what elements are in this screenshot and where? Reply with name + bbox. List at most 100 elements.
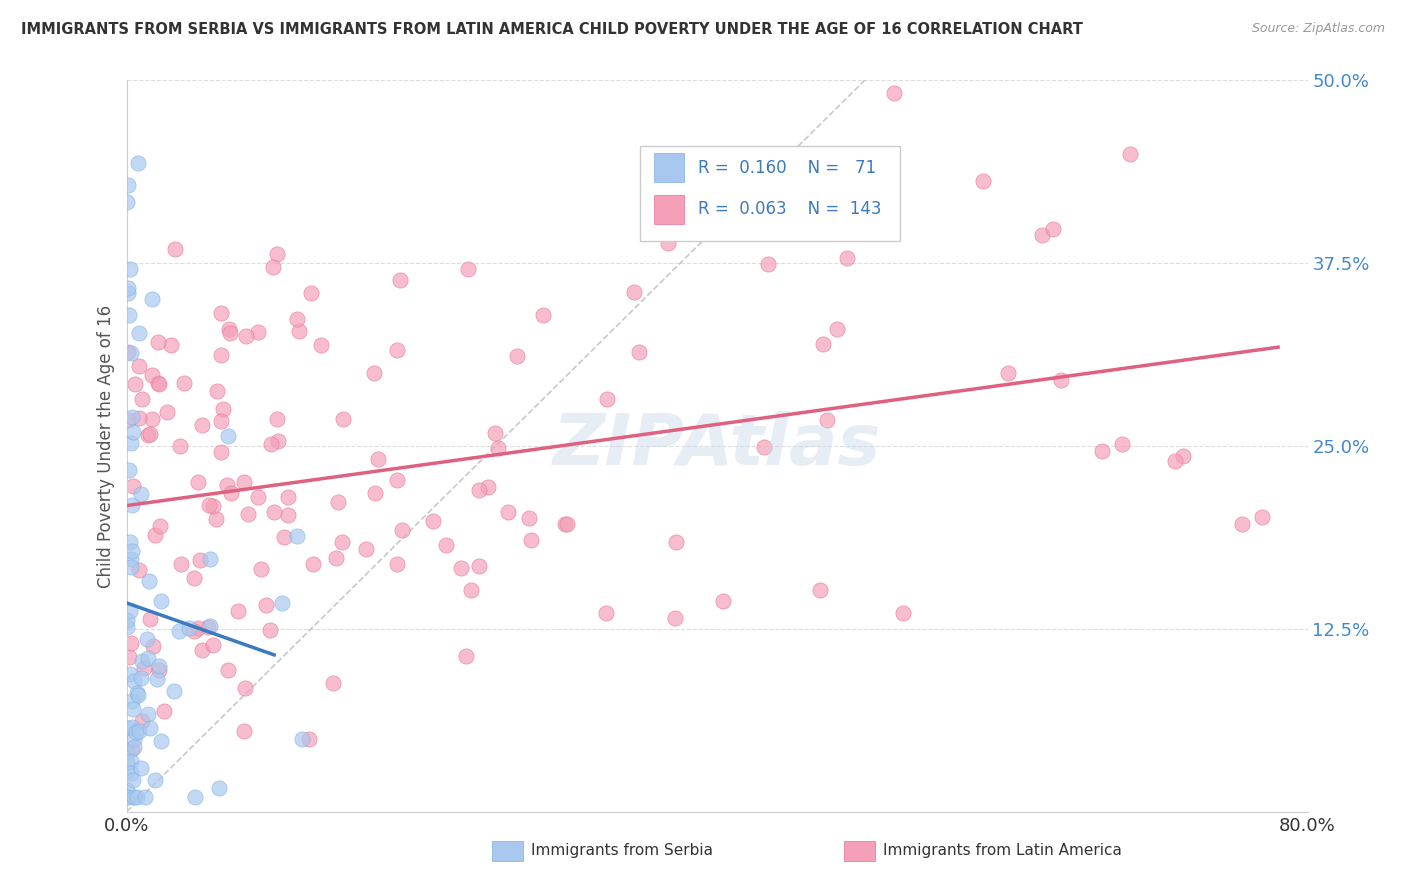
Point xyxy=(177,621,200,635)
Point xyxy=(138,721,160,735)
Point xyxy=(387,343,409,357)
Point xyxy=(122,739,145,754)
Point xyxy=(167,624,190,639)
Point xyxy=(128,563,150,577)
Point xyxy=(1091,444,1114,458)
Text: R =  0.160    N =   71: R = 0.160 N = 71 xyxy=(699,159,876,177)
Point xyxy=(309,337,332,351)
Y-axis label: Child Poverty Under the Age of 16: Child Poverty Under the Age of 16 xyxy=(97,304,115,588)
Point xyxy=(657,235,679,250)
Point xyxy=(477,480,499,494)
Point xyxy=(146,376,169,391)
Point xyxy=(128,359,150,373)
Point xyxy=(302,557,325,571)
Point xyxy=(260,437,283,451)
Point xyxy=(1163,453,1185,467)
Point xyxy=(457,261,479,276)
Point xyxy=(232,723,254,738)
Point xyxy=(484,425,506,440)
Point xyxy=(226,604,249,618)
Point xyxy=(354,542,377,557)
Point xyxy=(141,368,163,383)
Point xyxy=(122,772,145,787)
Point xyxy=(1171,449,1194,463)
Point xyxy=(322,675,344,690)
Point xyxy=(124,725,146,739)
Point xyxy=(117,178,139,192)
Point xyxy=(141,412,163,426)
Point xyxy=(198,619,221,633)
Point xyxy=(266,247,288,261)
Point xyxy=(131,392,153,406)
Point xyxy=(120,346,142,360)
FancyBboxPatch shape xyxy=(640,146,900,241)
Point xyxy=(332,534,354,549)
Point xyxy=(506,349,529,363)
Point xyxy=(121,544,143,558)
Point xyxy=(531,308,554,322)
Point xyxy=(188,553,211,567)
Point xyxy=(132,661,155,675)
Point xyxy=(117,790,139,805)
Point xyxy=(117,782,139,797)
Point xyxy=(117,764,139,778)
Point xyxy=(121,425,143,440)
Point xyxy=(332,412,354,426)
Point xyxy=(150,594,173,608)
Point xyxy=(165,242,187,256)
Point xyxy=(450,561,472,575)
Point xyxy=(1111,437,1133,451)
Point xyxy=(291,731,314,746)
Point xyxy=(247,490,270,504)
Point xyxy=(122,479,145,493)
Point xyxy=(117,281,139,295)
Point xyxy=(756,257,779,271)
Point xyxy=(139,427,162,442)
Point xyxy=(1230,516,1253,531)
Point xyxy=(236,507,259,521)
Point xyxy=(1042,221,1064,235)
Point xyxy=(266,412,288,426)
Point xyxy=(173,376,195,391)
Point xyxy=(131,671,153,685)
Point xyxy=(299,286,322,301)
Point xyxy=(219,486,242,500)
Point xyxy=(129,761,152,775)
Point xyxy=(136,707,159,722)
Point xyxy=(1031,228,1053,243)
Point xyxy=(117,345,139,359)
Point xyxy=(891,607,914,621)
Point xyxy=(215,478,238,492)
Point xyxy=(217,428,239,442)
Point xyxy=(128,411,150,425)
Point xyxy=(267,434,290,448)
Point xyxy=(468,483,491,497)
Point xyxy=(456,649,478,664)
Point xyxy=(997,366,1019,380)
Point xyxy=(120,635,142,649)
Point xyxy=(118,463,141,477)
Point xyxy=(209,348,232,362)
Point xyxy=(117,620,139,634)
Point xyxy=(122,731,145,746)
Point xyxy=(1119,146,1142,161)
Point xyxy=(208,780,231,795)
Point xyxy=(118,534,141,549)
Point xyxy=(247,325,270,339)
Point xyxy=(120,551,142,566)
Point xyxy=(117,412,139,426)
Point xyxy=(118,308,141,322)
Point xyxy=(125,790,148,805)
Point xyxy=(120,436,142,450)
Point xyxy=(170,557,193,571)
Point xyxy=(554,516,576,531)
Text: Source: ZipAtlas.com: Source: ZipAtlas.com xyxy=(1251,22,1385,36)
Point xyxy=(183,624,205,639)
Point xyxy=(201,638,224,652)
Point xyxy=(385,557,408,571)
Point xyxy=(122,790,145,805)
Point xyxy=(273,530,295,544)
Point xyxy=(367,451,389,466)
Point xyxy=(209,444,232,458)
Point xyxy=(169,439,191,453)
